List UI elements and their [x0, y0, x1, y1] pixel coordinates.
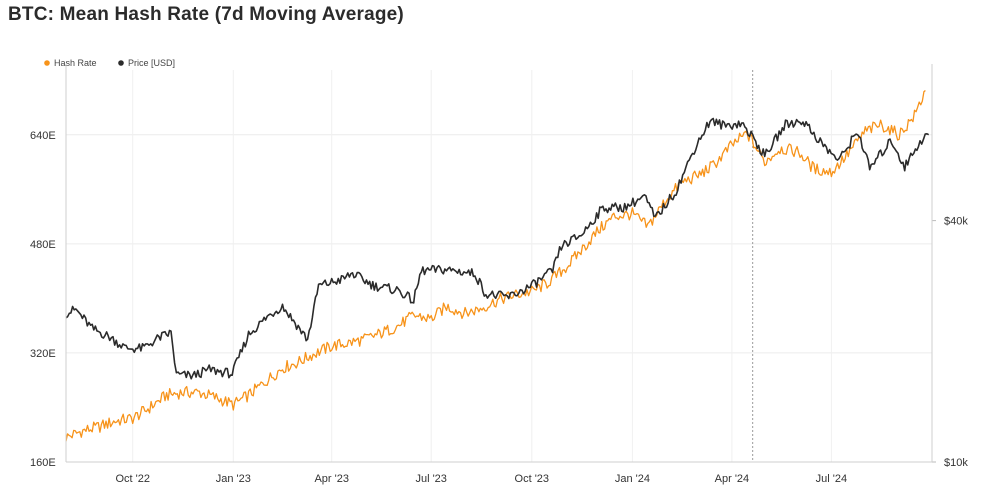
y-right-tick-label: $40k [944, 216, 968, 228]
series-lines [65, 90, 930, 442]
x-tick-label: Jan '23 [216, 473, 251, 485]
hash-rate-series-line [65, 90, 926, 442]
y-left-tick-label: 160E [30, 457, 56, 469]
price-series-line [65, 117, 930, 380]
legend-marker [118, 60, 124, 66]
x-tick-label: Apr '23 [314, 473, 349, 485]
x-tick-label: Jul '24 [816, 473, 847, 485]
x-tick-label: Jan '24 [615, 473, 650, 485]
y-left-tick-label: 320E [30, 348, 56, 360]
x-tick-label: Oct '23 [515, 473, 550, 485]
chart-title: BTC: Mean Hash Rate (7d Moving Average) [8, 4, 404, 25]
legend-marker [44, 60, 50, 66]
legend-label: Hash Rate [54, 58, 97, 68]
y-left-tick-label: 640E [30, 130, 56, 142]
grid [66, 70, 932, 463]
axes: 160E 320E 480E 640E Oct '22 Jan '23 Apr '23 Jul… [30, 64, 968, 485]
legend: Hash Rate Price [USD] [44, 58, 175, 68]
x-tick-label: Jul '23 [415, 473, 446, 485]
legend-label: Price [USD] [128, 58, 175, 68]
y-left-tick-label: 480E [30, 239, 56, 251]
x-tick-label: Oct '22 [115, 473, 150, 485]
y-right-tick-label: $10k [944, 457, 968, 469]
x-tick-label: Apr '24 [715, 473, 750, 485]
